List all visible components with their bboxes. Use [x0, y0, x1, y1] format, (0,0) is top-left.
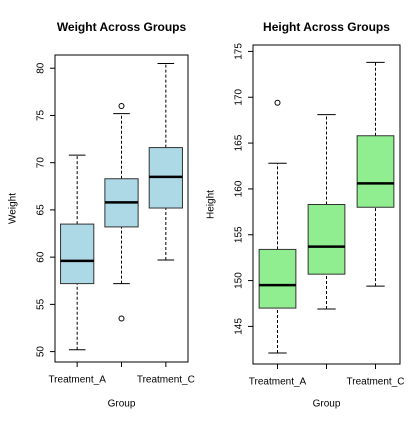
box	[356, 135, 395, 208]
y-tick-label: 75	[36, 109, 47, 121]
chart-title: Weight Across Groups	[57, 20, 187, 34]
x-tick-label: Treatment_C	[347, 377, 405, 388]
x-axis-label: Group	[108, 399, 136, 410]
x-tick-label: Treatment_A	[48, 375, 106, 386]
box	[60, 223, 95, 285]
y-tick-label: 160	[234, 180, 245, 197]
y-tick-label: 55	[36, 298, 47, 310]
y-axis-label: Weight	[8, 193, 19, 224]
y-tick-label: 155	[234, 226, 245, 243]
y-tick-label: 150	[234, 272, 245, 289]
y-tick-label: 70	[36, 157, 47, 169]
chart-title: Height Across Groups	[263, 20, 390, 34]
box	[258, 248, 297, 309]
x-axis-label: Group	[313, 399, 341, 410]
y-tick-label: 65	[36, 204, 47, 216]
y-tick-label: 170	[234, 88, 245, 105]
y-tick-label: 165	[234, 134, 245, 151]
y-tick-label: 175	[234, 43, 245, 60]
box	[307, 204, 346, 275]
y-tick-label: 80	[36, 62, 47, 74]
outlier	[274, 99, 281, 106]
x-tick-label: Treatment_A	[249, 377, 307, 388]
outlier	[118, 315, 125, 322]
x-tick-label: Treatment_C	[137, 375, 195, 386]
y-tick-label: 50	[36, 346, 47, 358]
y-tick-label: 60	[36, 251, 47, 263]
outlier	[118, 103, 125, 110]
y-axis-label: Height	[206, 190, 217, 219]
y-tick-label: 145	[234, 318, 245, 335]
